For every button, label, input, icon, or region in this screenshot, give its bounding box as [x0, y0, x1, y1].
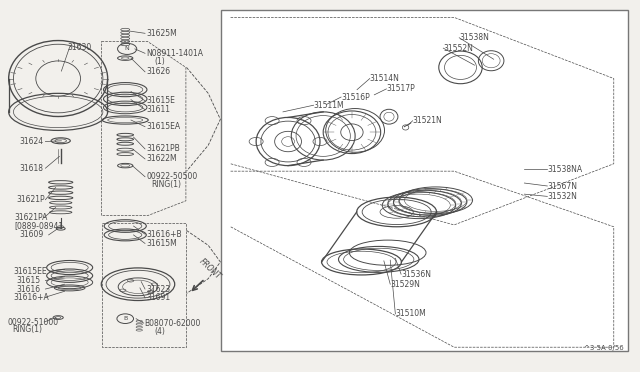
Text: 31622M: 31622M [147, 154, 177, 163]
Text: 31616+B: 31616+B [147, 230, 182, 239]
Text: ^3 5A 0/56: ^3 5A 0/56 [584, 345, 623, 351]
Text: 31611: 31611 [147, 105, 170, 114]
Text: 31621P: 31621P [17, 195, 45, 204]
Text: RING(1): RING(1) [12, 325, 42, 334]
Text: 31567N: 31567N [547, 182, 577, 190]
Text: 31615: 31615 [17, 276, 41, 285]
Text: 31536N: 31536N [401, 270, 431, 279]
Text: 31538N: 31538N [460, 33, 489, 42]
Bar [221, 10, 628, 351]
Text: 31516P: 31516P [341, 93, 370, 102]
Text: 31623: 31623 [147, 285, 170, 294]
Text: FRONT: FRONT [197, 257, 223, 281]
Text: 31624: 31624 [20, 137, 44, 146]
Text: 31616: 31616 [17, 285, 41, 294]
Text: 00922-50500: 00922-50500 [147, 172, 198, 181]
Text: 31532N: 31532N [547, 192, 577, 201]
Text: 31621PB: 31621PB [147, 144, 180, 153]
Text: 31511M: 31511M [314, 101, 344, 110]
Text: (4): (4) [154, 327, 165, 336]
Text: B: B [123, 316, 127, 321]
Text: 31517P: 31517P [387, 84, 415, 93]
Text: 31615EA: 31615EA [147, 122, 180, 131]
Text: N: N [125, 46, 129, 51]
Text: 31615EE: 31615EE [13, 267, 47, 276]
Text: 31514N: 31514N [370, 74, 400, 83]
Text: 31621PA: 31621PA [15, 213, 48, 222]
Text: N08911-1401A: N08911-1401A [147, 49, 204, 58]
Text: B08070-62000: B08070-62000 [145, 319, 201, 328]
Text: 31552N: 31552N [444, 44, 473, 52]
Text: 31630: 31630 [68, 42, 92, 51]
Text: 31615M: 31615M [147, 239, 177, 248]
Text: (1): (1) [154, 57, 164, 66]
Text: 31615E: 31615E [147, 96, 175, 105]
Text: 31609: 31609 [20, 230, 44, 240]
Text: 31625M: 31625M [147, 29, 177, 38]
Text: 31618: 31618 [20, 164, 44, 173]
Text: [0889-08941: [0889-08941 [15, 221, 64, 230]
Text: 31510M: 31510M [396, 310, 426, 318]
Text: 31538NA: 31538NA [547, 165, 582, 174]
Text: 31616+A: 31616+A [13, 293, 49, 302]
Text: 31626: 31626 [147, 67, 170, 76]
Text: RING(1): RING(1) [152, 180, 181, 189]
Text: 31521N: 31521N [413, 116, 442, 125]
Text: 31691: 31691 [147, 294, 170, 302]
Text: 31529N: 31529N [390, 280, 420, 289]
Text: 00922-51000: 00922-51000 [7, 318, 58, 327]
